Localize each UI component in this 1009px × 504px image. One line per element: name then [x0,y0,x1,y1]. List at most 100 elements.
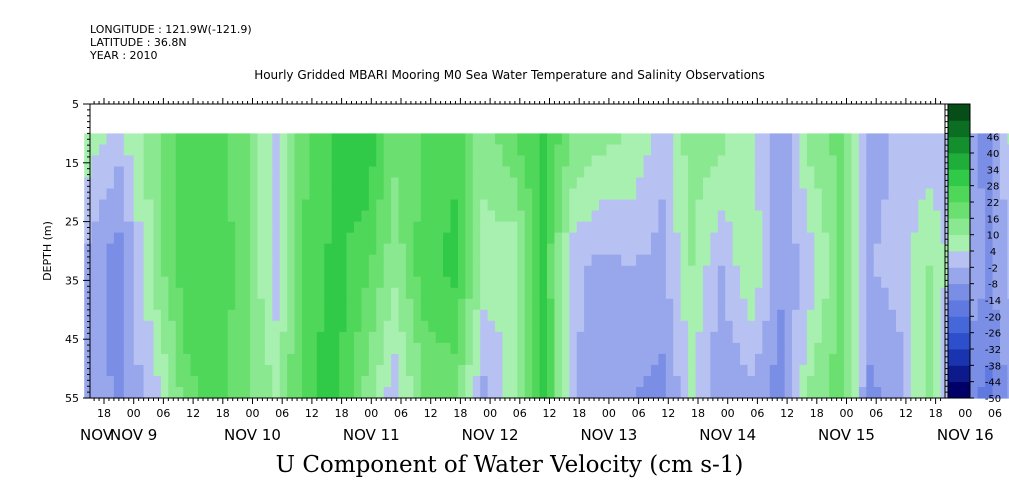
colorbar-swatch [948,381,970,399]
heatmap-cell [242,298,251,311]
heatmap-cell [450,375,459,388]
heatmap-cell [472,320,481,333]
heatmap-cell [383,254,392,267]
heatmap-cell [888,155,897,168]
heatmap-cell [517,166,526,179]
heatmap-cell [591,254,600,267]
heatmap-cell [903,144,912,157]
heatmap-cell [903,287,912,300]
heatmap-cell [999,210,1008,223]
colorbar-swatch [948,234,970,252]
heatmap-cell [591,309,600,322]
heatmap-cell [554,386,563,399]
heatmap-cell [554,166,563,179]
heatmap-cell [792,210,801,223]
heatmap-cell [143,155,155,168]
heatmap-cell [836,166,845,179]
heatmap-cell [279,232,288,245]
heatmap-cell [227,342,236,355]
heatmap-cell [999,144,1008,157]
heatmap-cell [569,199,578,212]
heatmap-cell [316,320,325,333]
heatmap-cell [309,375,318,388]
heatmap-cell [287,155,296,168]
heatmap-cell [346,353,355,366]
heatmap-cell [658,144,667,157]
heatmap-cell [710,375,719,388]
heatmap-cell [517,287,526,300]
heatmap-cell [695,320,704,333]
heatmap-cell [784,188,793,201]
heatmap-cell [175,133,184,146]
heatmap-cell [977,188,986,201]
heatmap-cell [784,232,793,245]
heatmap-cell [858,243,867,256]
heatmap-cell [584,133,593,146]
heatmap-cell [569,221,578,234]
heatmap-cell [591,144,600,157]
heatmap-cell [368,221,377,234]
heatmap-cell [391,232,400,245]
heatmap-cell [242,364,251,377]
heatmap-cell [621,210,630,223]
x-hour-label: 12 [899,407,913,420]
heatmap-cell [346,166,355,179]
heatmap-cell [361,364,370,377]
y-tick-label: 5 [72,98,79,111]
heatmap-cell [933,210,942,223]
heatmap-cell [888,331,897,344]
heatmap-cell [383,243,392,256]
heatmap-cell [143,320,155,333]
heatmap-cell [495,199,504,212]
heatmap-cell [569,364,578,377]
heatmap-cell [413,342,422,355]
heatmap-cell [339,320,348,333]
heatmap-cell [143,375,155,388]
heatmap-cell [665,353,674,366]
heatmap-cell [628,155,637,168]
heatmap-cell [190,265,199,278]
heatmap-cell [702,331,711,344]
heatmap-cell [532,133,541,146]
heatmap-cell [688,298,697,311]
heatmap-cell [992,353,1001,366]
heatmap-cell [866,133,875,146]
heatmap-cell [777,210,786,223]
heatmap-cell [264,199,273,212]
heatmap-cell [888,166,897,179]
heatmap-cell [576,188,585,201]
heatmap-cell [264,243,273,256]
heatmap-cell [398,210,407,223]
heatmap-cell [1007,375,1009,388]
heatmap-cell [279,386,288,399]
heatmap-cell [480,232,489,245]
heatmap-cell [324,331,333,344]
heatmap-cell [480,199,489,212]
heatmap-cell [576,353,585,366]
heatmap-cell [443,254,452,267]
heatmap-cell [769,199,778,212]
heatmap-cell [613,353,622,366]
heatmap-cell [717,232,726,245]
heatmap-cell [806,320,815,333]
heatmap-cell [688,210,697,223]
heatmap-cell [123,331,135,344]
heatmap-cell [509,210,518,223]
heatmap-cell [606,155,615,168]
heatmap-cell [844,331,853,344]
heatmap-cell [933,342,942,355]
heatmap-cell [353,144,362,157]
heatmap-cell [777,364,786,377]
heatmap-cell [509,133,518,146]
heatmap-cell [873,221,882,234]
heatmap-cell [153,188,162,201]
heatmap-cell [754,320,763,333]
heatmap-cell [844,243,853,256]
heatmap-cell [702,188,711,201]
heatmap-cell [383,221,392,234]
heatmap-cell [168,177,177,190]
heatmap-cell [918,309,927,322]
heatmap-cell [844,155,853,168]
heatmap-cell [747,243,756,256]
heatmap-cell [316,243,325,256]
